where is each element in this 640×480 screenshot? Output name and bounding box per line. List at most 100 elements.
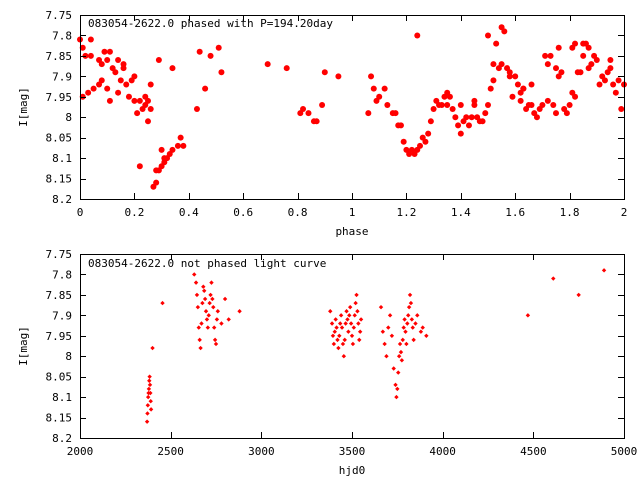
unphased-data-point bbox=[346, 329, 351, 334]
unphased-data-point bbox=[332, 329, 337, 334]
phased-data-point bbox=[465, 122, 472, 129]
unphased-y-tick-label: 7.8 bbox=[52, 268, 72, 281]
unphased-data-point bbox=[215, 309, 221, 314]
phased-data-point bbox=[558, 69, 565, 76]
unphased-data-point bbox=[393, 382, 398, 388]
phased-data-point bbox=[430, 106, 437, 113]
phased-data-point bbox=[147, 81, 154, 88]
phased-data-point bbox=[106, 48, 113, 55]
phased-data-point bbox=[180, 142, 187, 149]
phased-data-point bbox=[572, 93, 579, 100]
phased-data-point bbox=[580, 40, 587, 47]
phased-data-point bbox=[427, 118, 434, 125]
unphased-data-point bbox=[222, 296, 228, 302]
phased-y-tick-label: 7.9 bbox=[52, 70, 72, 83]
phased-data-point bbox=[612, 89, 619, 96]
phased-data-point bbox=[550, 101, 557, 108]
unphased-y-tick-label: 8 bbox=[65, 350, 72, 363]
unphased-data-point bbox=[341, 354, 347, 359]
phased-data-point bbox=[215, 44, 222, 51]
phased-data-point bbox=[610, 81, 617, 88]
phased-data-point bbox=[607, 65, 614, 72]
unphased-data-point bbox=[406, 304, 412, 310]
phased-data-point bbox=[169, 146, 176, 153]
unphased-data-point bbox=[226, 317, 231, 322]
unphased-data-point bbox=[160, 300, 165, 306]
unphased-data-point bbox=[328, 309, 333, 314]
phased-data-point bbox=[85, 89, 92, 96]
phased-data-point bbox=[365, 110, 372, 117]
unphased-data-point bbox=[340, 341, 346, 347]
phased-data-point bbox=[123, 81, 130, 88]
phased-data-point bbox=[82, 52, 89, 59]
unphased-data-point bbox=[356, 321, 361, 326]
unphased-data-point bbox=[347, 313, 352, 318]
unphased-data-point bbox=[145, 411, 150, 416]
unphased-data-point bbox=[147, 378, 152, 383]
phased-data-point bbox=[615, 77, 622, 84]
unphased-data-point bbox=[342, 337, 347, 343]
unphased-data-point bbox=[382, 341, 387, 347]
phased-data-point bbox=[555, 44, 562, 51]
unphased-data-point bbox=[415, 313, 420, 318]
phased-data-point bbox=[381, 85, 388, 92]
phased-data-point bbox=[87, 36, 94, 43]
unphased-data-point bbox=[195, 304, 201, 310]
unphased-data-point bbox=[413, 321, 418, 326]
phased-data-point bbox=[131, 73, 138, 80]
phased-data-point bbox=[501, 28, 508, 35]
phased-axis-ticks: 0 0.2 0.4 0.6 0.8 1 1.2 1.4 1.6 1.8 2 7.75 7.8 7.85 7.… bbox=[46, 9, 628, 219]
phased-data-point bbox=[542, 52, 549, 59]
unphased-data-point bbox=[339, 325, 345, 330]
phased-x-tick-label: 2 bbox=[621, 206, 628, 219]
unphased-y-tick-label: 7.95 bbox=[46, 330, 73, 343]
unphased-data-point bbox=[237, 309, 242, 314]
unphased-data-point bbox=[199, 321, 204, 326]
unphased-data-point bbox=[150, 345, 155, 351]
phased-x-tick-label: 0.4 bbox=[179, 206, 199, 219]
unphased-data-point bbox=[210, 296, 215, 302]
unphased-data-point bbox=[146, 386, 152, 392]
unphased-data-point bbox=[399, 358, 405, 363]
unphased-x-axis-label: hjd0 bbox=[339, 464, 366, 477]
unphased-data-point bbox=[408, 300, 414, 306]
unphased-x-tick-label: 4500 bbox=[520, 445, 547, 458]
unphased-data-point bbox=[343, 321, 348, 326]
phased-data-point bbox=[479, 118, 486, 125]
unphased-data-point bbox=[196, 325, 201, 330]
unphased-data-point bbox=[349, 333, 355, 338]
unphased-data-point bbox=[192, 272, 197, 277]
phased-data-point bbox=[547, 52, 554, 59]
phased-data-point bbox=[444, 101, 451, 108]
unphased-data-point bbox=[194, 292, 200, 298]
phased-data-point bbox=[539, 101, 546, 108]
phased-data-point bbox=[618, 106, 625, 113]
unphased-data-point bbox=[147, 374, 152, 379]
unphased-data-point bbox=[345, 317, 350, 322]
phased-data-point bbox=[490, 61, 497, 68]
unphased-plot-frame bbox=[80, 254, 625, 439]
unphased-data-point bbox=[387, 313, 393, 318]
phased-data-point bbox=[145, 97, 151, 104]
phased-data-point bbox=[498, 61, 505, 68]
phased-data-point bbox=[264, 61, 271, 68]
phased-data-point bbox=[528, 81, 535, 88]
phased-y-tick-label: 8 bbox=[65, 111, 72, 124]
phased-data-point bbox=[104, 56, 111, 63]
phased-data-point bbox=[482, 110, 489, 117]
phased-data-point bbox=[155, 56, 162, 63]
unphased-x-tick-label: 5000 bbox=[611, 445, 638, 458]
unphased-data-point bbox=[355, 309, 360, 314]
unphased-data-point bbox=[411, 337, 416, 343]
phased-data-point bbox=[321, 69, 328, 76]
phased-data-point bbox=[101, 48, 108, 55]
phased-data-point bbox=[577, 69, 584, 76]
phased-data-point bbox=[125, 93, 132, 100]
phased-x-tick-label: 1.6 bbox=[505, 206, 525, 219]
unphased-data-point bbox=[338, 321, 343, 326]
phased-data-point bbox=[485, 101, 491, 108]
phased-data-point bbox=[392, 110, 399, 117]
phased-data-point bbox=[457, 101, 464, 108]
phased-data-point bbox=[607, 56, 614, 63]
phased-data-point bbox=[283, 65, 290, 72]
